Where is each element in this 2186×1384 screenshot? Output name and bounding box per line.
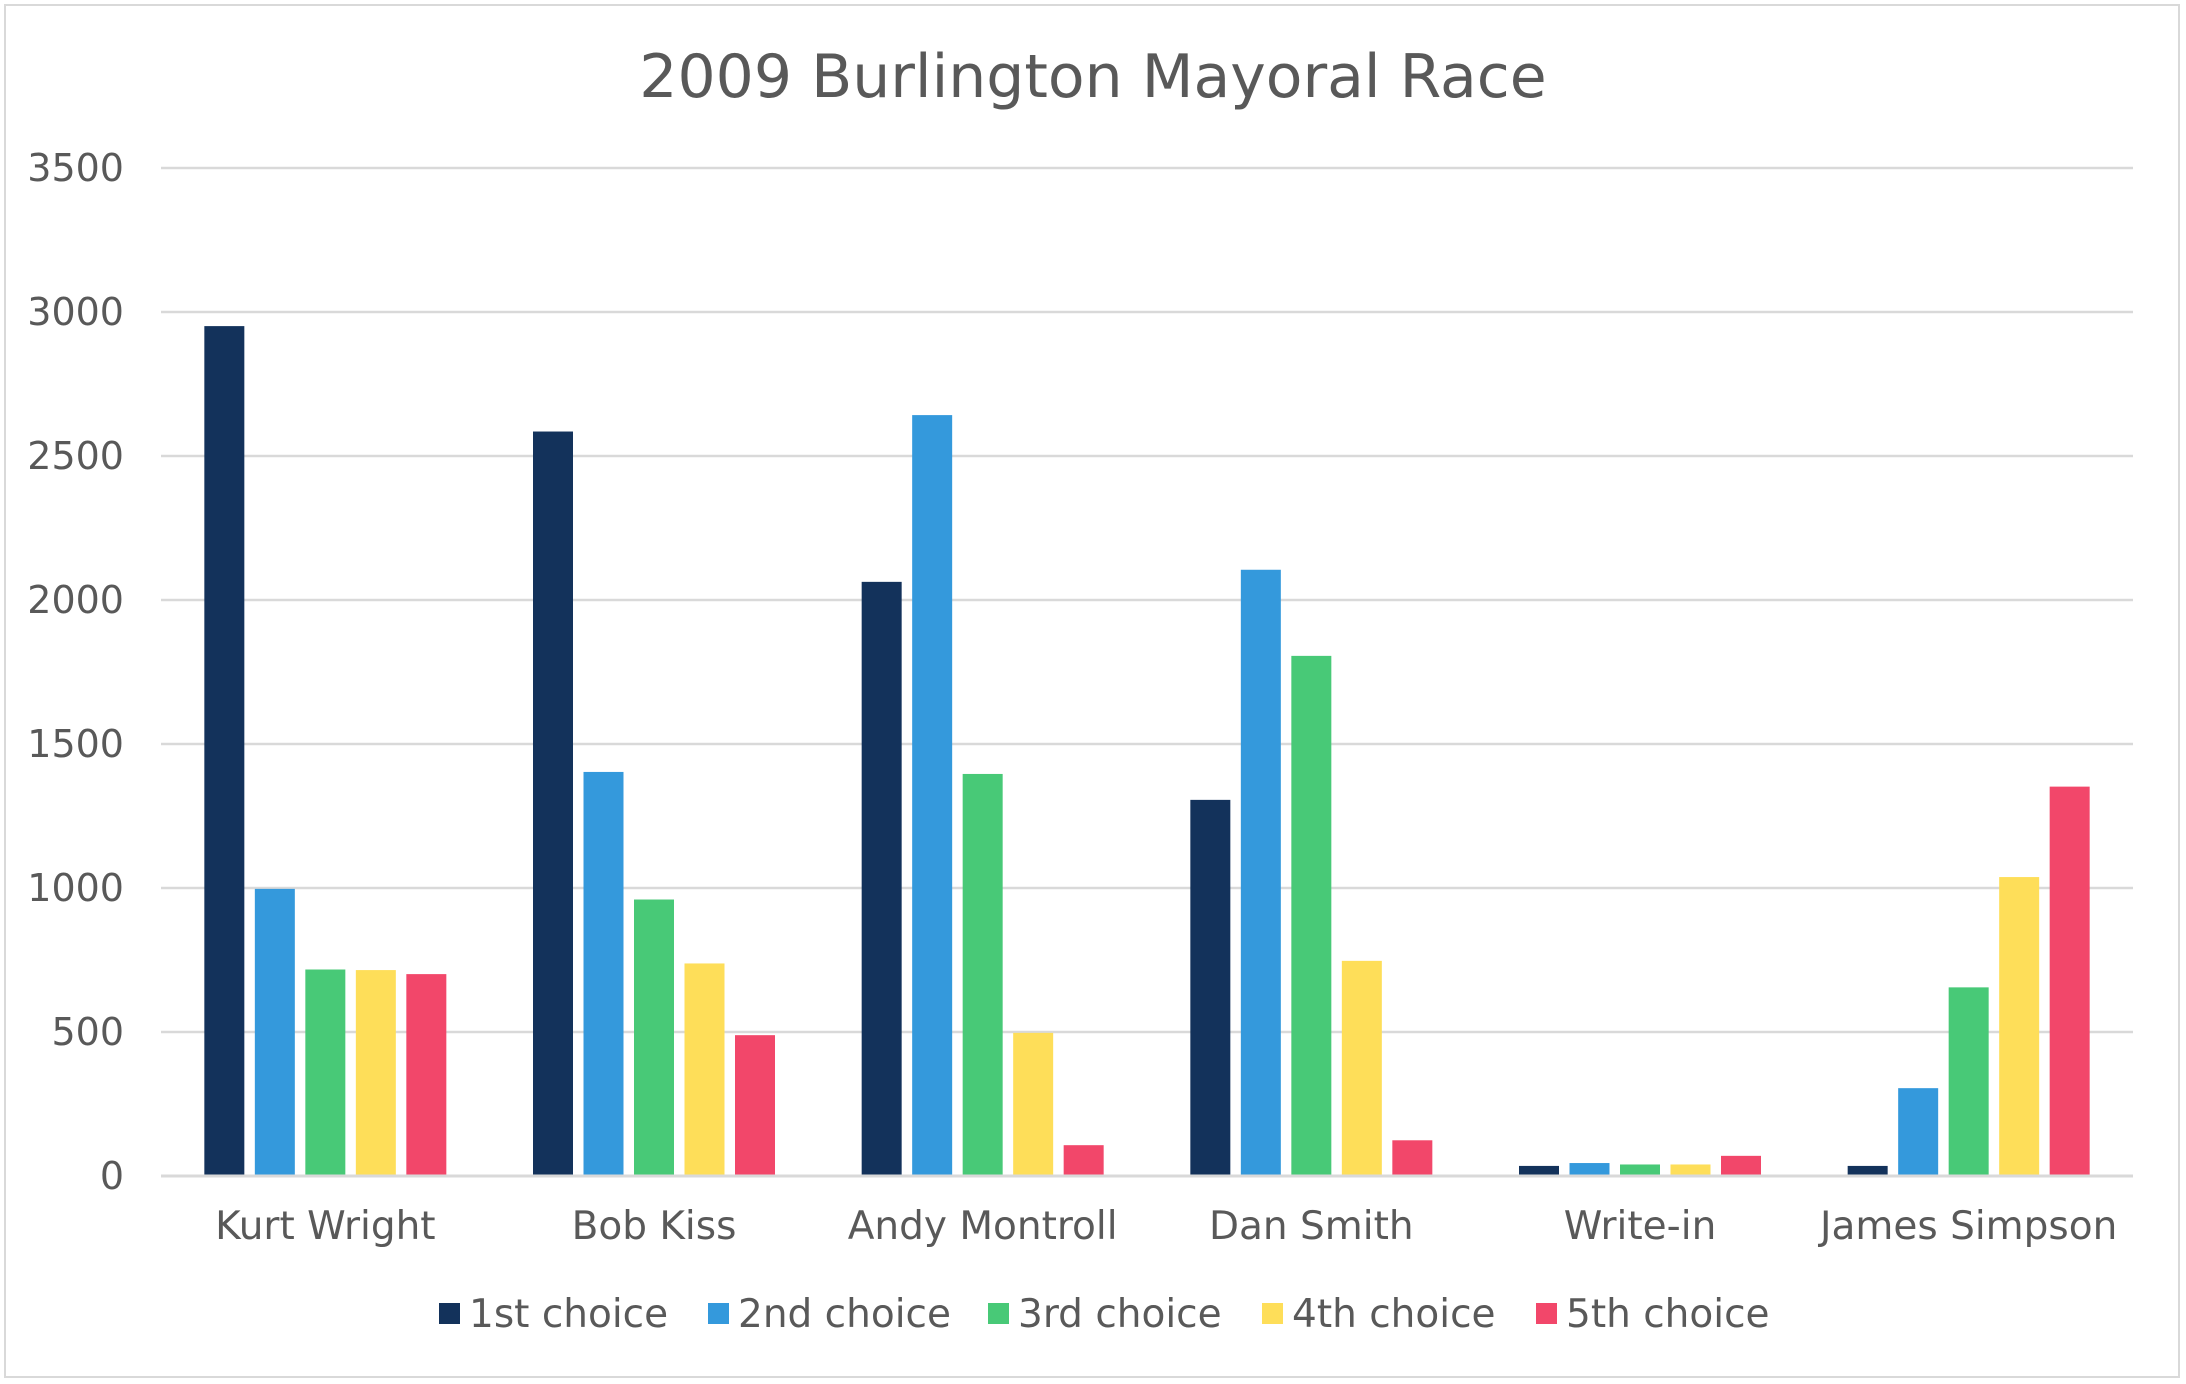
- x-category-label: James Simpson: [1817, 1204, 2117, 1249]
- bar-james-simpson-1st-choice: [1847, 1165, 1888, 1176]
- bar-bob-kiss-2nd-choice: [583, 771, 624, 1176]
- y-tick-label: 0: [100, 1154, 124, 1198]
- bar-kurt-wright-1st-choice: [204, 326, 245, 1176]
- x-category-label: Kurt Wright: [215, 1204, 436, 1249]
- x-category-label: Andy Montroll: [848, 1204, 1118, 1249]
- bar-dan-smith-4th-choice: [1341, 960, 1382, 1176]
- x-category-label: Bob Kiss: [572, 1204, 737, 1249]
- bar-james-simpson-4th-choice: [1999, 877, 2040, 1176]
- bar-dan-smith-2nd-choice: [1240, 569, 1281, 1176]
- bar-write-in-5th-choice: [1721, 1155, 1761, 1176]
- legend-swatch: [1262, 1303, 1283, 1324]
- legend-label: 5th choice: [1566, 1292, 1770, 1337]
- bar-james-simpson-2nd-choice: [1898, 1088, 1939, 1176]
- legend-label: 2nd choice: [738, 1292, 951, 1337]
- y-tick-label: 2500: [27, 434, 124, 478]
- bar-andy-montroll-1st-choice: [861, 581, 902, 1176]
- legend-swatch: [708, 1303, 729, 1324]
- x-category-label: Dan Smith: [1209, 1204, 1414, 1249]
- x-axis-categories: Kurt Wright Bob Kiss Andy Montroll Dan Smit…: [215, 1204, 2117, 1249]
- bar-bob-kiss-1st-choice: [533, 431, 573, 1176]
- legend-label: 4th choice: [1292, 1292, 1496, 1337]
- bar-write-in-4th-choice: [1670, 1164, 1711, 1176]
- bar-dan-smith-1st-choice: [1190, 799, 1231, 1176]
- legend-swatch: [988, 1303, 1009, 1324]
- y-tick-label: 1500: [27, 722, 124, 766]
- bar-bob-kiss-5th-choice: [735, 1035, 775, 1176]
- y-tick-label: 3000: [27, 290, 124, 334]
- y-tick-label: 500: [51, 1010, 124, 1054]
- bar-bob-kiss-3rd-choice: [634, 899, 674, 1176]
- bar-andy-montroll-3rd-choice: [962, 773, 1003, 1176]
- bar-andy-montroll-2nd-choice: [912, 415, 953, 1176]
- bar-kurt-wright-2nd-choice: [254, 888, 295, 1176]
- y-axis-ticks: 0 500 1000 1500 2000 2500 3000 3500: [27, 146, 124, 1198]
- y-tick-label: 2000: [27, 578, 124, 622]
- bars: [204, 326, 2090, 1176]
- legend-label: 3rd choice: [1018, 1292, 1222, 1337]
- bar-write-in-1st-choice: [1519, 1165, 1559, 1176]
- bar-dan-smith-5th-choice: [1392, 1140, 1433, 1176]
- gridlines: [161, 166, 2133, 1034]
- legend-swatch: [439, 1303, 460, 1324]
- bar-andy-montroll-4th-choice: [1013, 1032, 1054, 1176]
- legend: 1st choice 2nd choice 3rd choice 4th choice…: [439, 1292, 1770, 1337]
- bar-dan-smith-3rd-choice: [1291, 655, 1332, 1176]
- bar-james-simpson-5th-choice: [2049, 786, 2090, 1176]
- bar-andy-montroll-5th-choice: [1063, 1145, 1104, 1176]
- bar-write-in-3rd-choice: [1620, 1164, 1660, 1176]
- bar-kurt-wright-5th-choice: [406, 974, 447, 1176]
- x-category-label: Write-in: [1564, 1204, 1717, 1249]
- legend-swatch: [1536, 1303, 1557, 1324]
- bar-write-in-2nd-choice: [1569, 1163, 1610, 1176]
- bar-bob-kiss-4th-choice: [684, 963, 725, 1176]
- bar-kurt-wright-3rd-choice: [305, 969, 346, 1176]
- chart-title: 2009 Burlington Mayoral Race: [639, 42, 1546, 112]
- y-tick-label: 1000: [27, 866, 124, 910]
- legend-label: 1st choice: [469, 1292, 668, 1337]
- y-tick-label: 3500: [27, 146, 124, 190]
- bar-kurt-wright-4th-choice: [355, 970, 396, 1176]
- bar-james-simpson-3rd-choice: [1948, 987, 1989, 1176]
